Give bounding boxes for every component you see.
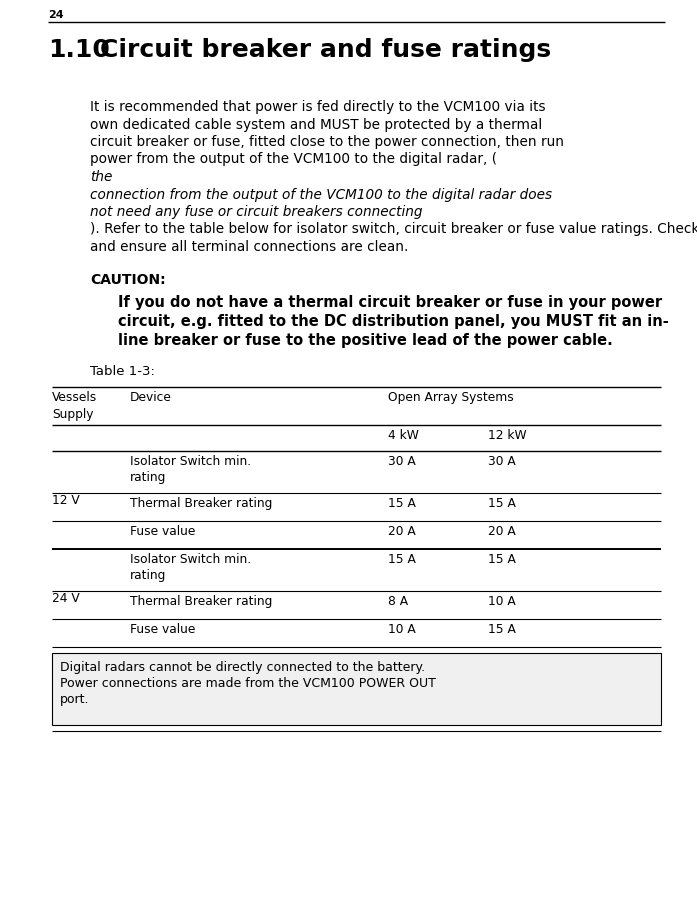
- Text: 20 A: 20 A: [388, 525, 415, 538]
- Text: Digital radars cannot be directly connected to the battery.: Digital radars cannot be directly connec…: [60, 661, 425, 674]
- Text: Fuse value: Fuse value: [130, 623, 195, 636]
- Text: 15 A: 15 A: [388, 553, 416, 566]
- Text: Table 1-3:: Table 1-3:: [90, 365, 155, 378]
- Text: 24: 24: [48, 10, 63, 20]
- Text: own dedicated cable system and MUST be protected by a thermal: own dedicated cable system and MUST be p…: [90, 118, 542, 131]
- Text: circuit, e.g. fitted to the DC distribution panel, you MUST fit an in-: circuit, e.g. fitted to the DC distribut…: [118, 314, 668, 329]
- Text: 15 A: 15 A: [488, 497, 516, 510]
- Text: 10 A: 10 A: [388, 623, 415, 636]
- Text: 1.10: 1.10: [48, 38, 110, 62]
- Text: 24 V: 24 V: [52, 591, 79, 605]
- Text: Thermal Breaker rating: Thermal Breaker rating: [130, 497, 273, 510]
- Text: line breaker or fuse to the positive lead of the power cable.: line breaker or fuse to the positive lea…: [118, 332, 613, 347]
- Text: 15 A: 15 A: [488, 623, 516, 636]
- FancyBboxPatch shape: [52, 653, 661, 725]
- Text: Isolator Switch min.
rating: Isolator Switch min. rating: [130, 553, 251, 582]
- Text: Vessels
Supply: Vessels Supply: [52, 391, 98, 421]
- Text: 10 A: 10 A: [488, 595, 516, 608]
- Text: not need any fuse or circuit breakers connecting: not need any fuse or circuit breakers co…: [90, 205, 422, 219]
- Text: Fuse value: Fuse value: [130, 525, 195, 538]
- Text: 30 A: 30 A: [388, 455, 415, 468]
- Text: ). Refer to the table below for isolator switch, circuit breaker or fuse value r: ). Refer to the table below for isolator…: [90, 222, 697, 237]
- Text: port.: port.: [60, 693, 89, 706]
- Text: 30 A: 30 A: [488, 455, 516, 468]
- Text: 20 A: 20 A: [488, 525, 516, 538]
- Text: Isolator Switch min.
rating: Isolator Switch min. rating: [130, 455, 251, 484]
- Text: Circuit breaker and fuse ratings: Circuit breaker and fuse ratings: [100, 38, 551, 62]
- Text: Open Array Systems: Open Array Systems: [388, 391, 514, 404]
- Text: If you do not have a thermal circuit breaker or fuse in your power: If you do not have a thermal circuit bre…: [118, 295, 662, 310]
- Text: circuit breaker or fuse, fitted close to the power connection, then run: circuit breaker or fuse, fitted close to…: [90, 135, 564, 149]
- Text: the: the: [90, 170, 112, 184]
- Text: Thermal Breaker rating: Thermal Breaker rating: [130, 595, 273, 608]
- Text: CAUTION:: CAUTION:: [90, 274, 166, 287]
- Text: Device: Device: [130, 391, 172, 404]
- Text: It is recommended that power is fed directly to the VCM100 via its: It is recommended that power is fed dire…: [90, 100, 546, 114]
- Text: 8 A: 8 A: [388, 595, 408, 608]
- Text: 15 A: 15 A: [388, 497, 416, 510]
- Text: 4 kW: 4 kW: [388, 429, 419, 442]
- Text: 12 V: 12 V: [52, 493, 79, 507]
- Text: and ensure all terminal connections are clean.: and ensure all terminal connections are …: [90, 240, 408, 254]
- Text: 12 kW: 12 kW: [488, 429, 527, 442]
- Text: power from the output of the VCM100 to the digital radar, (: power from the output of the VCM100 to t…: [90, 152, 497, 166]
- Text: Power connections are made from the VCM100 POWER OUT: Power connections are made from the VCM1…: [60, 677, 436, 690]
- Text: 15 A: 15 A: [488, 553, 516, 566]
- Text: connection from the output of the VCM100 to the digital radar does: connection from the output of the VCM100…: [90, 187, 552, 202]
